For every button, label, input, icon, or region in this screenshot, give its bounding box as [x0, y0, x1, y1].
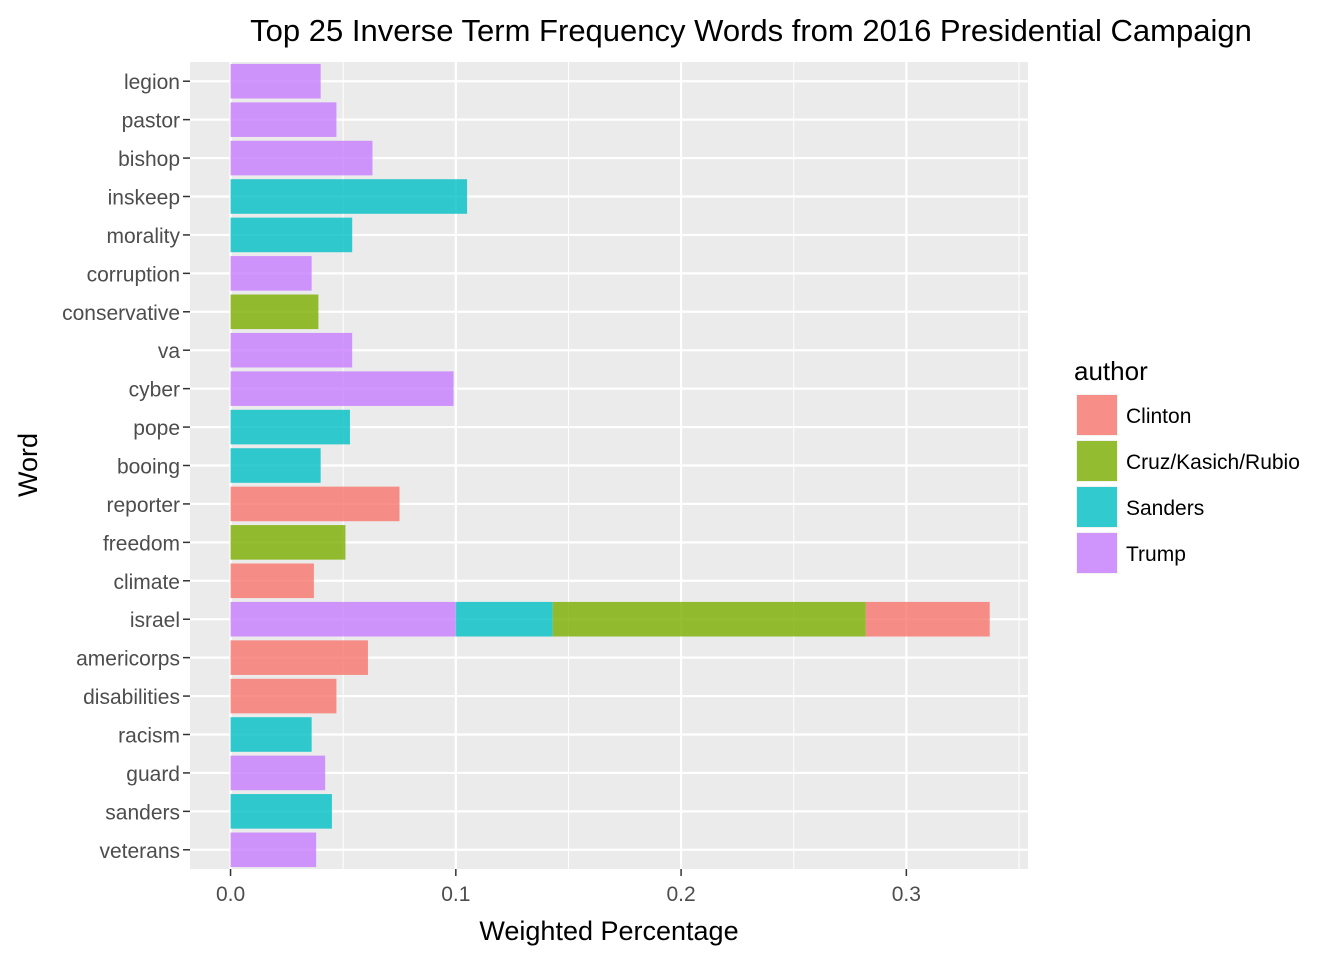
y-tick-label: corruption: [87, 263, 180, 286]
bar-israel-trump: [230, 601, 456, 637]
legend-label: Cruz/Kasich/Rubio: [1126, 451, 1300, 474]
bar-morality-sanders: [230, 217, 353, 253]
y-tick-label: sanders: [105, 801, 180, 824]
y-tick-label: va: [158, 340, 181, 363]
legend-label: Sanders: [1126, 497, 1204, 520]
bar-climate-clinton: [230, 563, 314, 599]
y-tick-label: freedom: [103, 532, 180, 555]
x-axis-label: Weighted Percentage: [479, 916, 738, 946]
bar-guard-trump: [230, 755, 326, 791]
y-tick-label: reporter: [106, 494, 180, 517]
y-tick-label: veterans: [99, 840, 180, 863]
x-axis: 0.0 0.1 0.2 0.3: [216, 869, 921, 906]
bar-inskeep-sanders: [230, 179, 468, 214]
legend-label: Clinton: [1126, 405, 1191, 428]
y-axis-label: Word: [13, 433, 43, 497]
bar-racism-sanders: [230, 717, 312, 752]
y-tick-label: climate: [113, 571, 180, 594]
bar-israel-cruz-kasich-rubio: [552, 601, 866, 637]
bar-sanders-sanders: [230, 794, 332, 829]
y-tick-label: americorps: [76, 648, 180, 671]
y-tick-label: racism: [118, 725, 180, 748]
chart-title: Top 25 Inverse Term Frequency Words from…: [250, 13, 1252, 48]
y-tick-label: cyber: [129, 379, 180, 402]
bar-americorps-clinton: [230, 640, 368, 675]
bar-reporter-clinton: [230, 486, 400, 522]
y-tick-label: pastor: [122, 110, 180, 133]
x-tick-label: 0.2: [666, 883, 695, 906]
y-tick-label: inskeep: [108, 187, 180, 210]
major-gridlines: [190, 62, 1028, 869]
bar-israel-clinton: [865, 601, 990, 637]
bars: [230, 63, 990, 868]
x-tick-label: 0.3: [892, 883, 921, 906]
bar-corruption-trump: [230, 256, 312, 291]
bar-pope-sanders: [230, 409, 350, 445]
legend-title: author: [1074, 356, 1148, 386]
bar-conservative-cruz-kasich-rubio: [230, 294, 319, 330]
legend-swatch: [1077, 441, 1117, 481]
legend-swatch: [1077, 487, 1117, 527]
bar-legion-trump: [230, 63, 321, 99]
bar-pastor-trump: [230, 102, 337, 137]
y-tick-label: bishop: [118, 148, 180, 171]
bar-va-trump: [230, 332, 353, 368]
x-tick-label: 0.0: [216, 883, 245, 906]
y-tick-label: conservative: [62, 302, 180, 325]
y-tick-label: disabilities: [83, 686, 180, 709]
bar-israel-sanders: [455, 601, 553, 637]
y-tick-label: legion: [124, 71, 180, 94]
bar-veterans-trump: [230, 832, 317, 868]
legend-label: Trump: [1126, 543, 1186, 566]
bar-disabilities-clinton: [230, 678, 337, 714]
bar-bishop-trump: [230, 140, 373, 176]
y-tick-label: pope: [133, 417, 180, 440]
legend: author Clinton Cruz/Kasich/Rubio Sanders Tr…: [1074, 356, 1300, 574]
legend-swatch: [1077, 533, 1117, 573]
y-tick-label: guard: [126, 763, 180, 786]
y-tick-label: morality: [106, 225, 180, 248]
y-tick-label: israel: [130, 609, 180, 632]
bar-booing-sanders: [230, 448, 321, 483]
bar-cyber-trump: [230, 371, 454, 406]
legend-swatch: [1077, 395, 1117, 435]
y-axis: legion pastor bishop inskeep morality corrupt…: [62, 71, 190, 863]
bar-freedom-cruz-kasich-rubio: [230, 525, 346, 560]
y-tick-label: booing: [117, 456, 180, 479]
x-tick-label: 0.1: [441, 883, 470, 906]
